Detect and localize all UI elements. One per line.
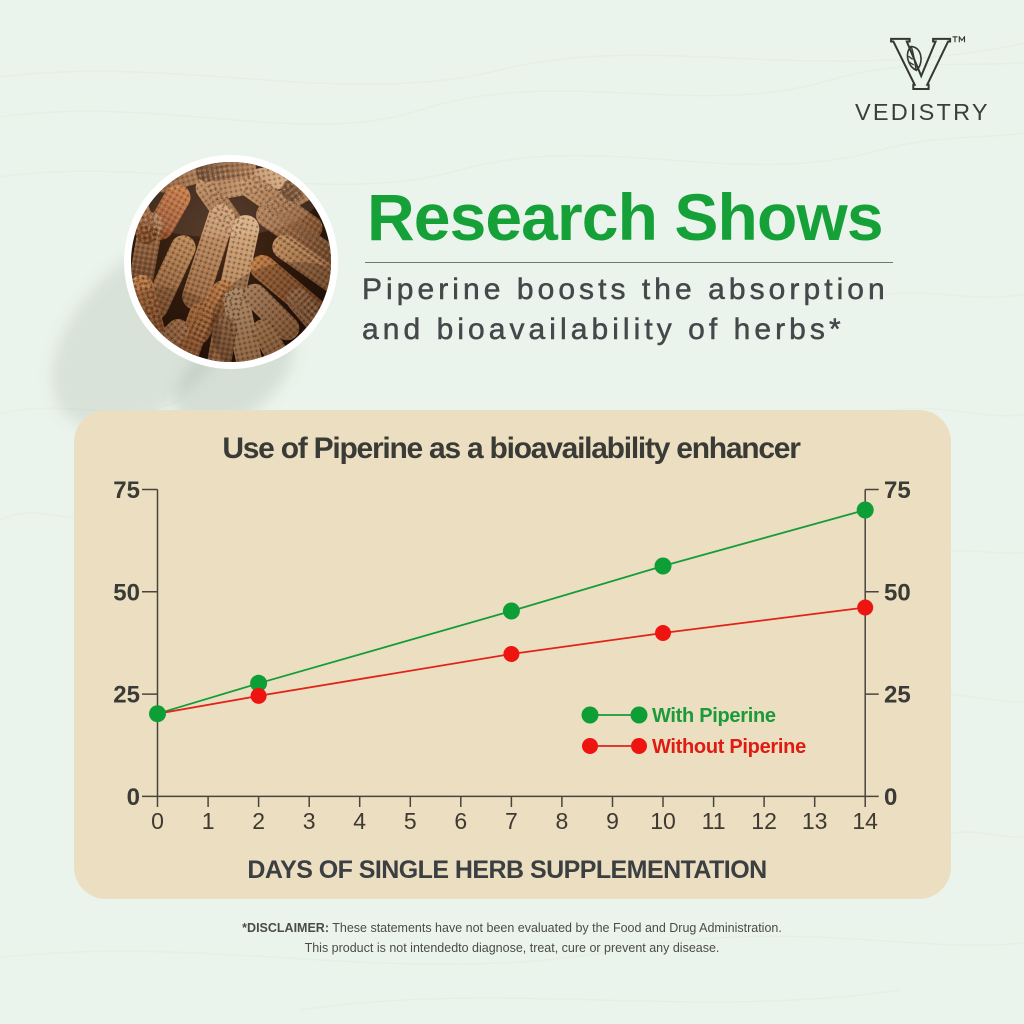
svg-text:DAYS OF SINGLE HERB SUPPLEMENT: DAYS OF SINGLE HERB SUPPLEMENTATION [247, 856, 766, 884]
svg-text:1: 1 [202, 808, 215, 834]
svg-text:With Piperine: With Piperine [652, 705, 776, 727]
svg-text:11: 11 [702, 808, 726, 834]
svg-text:8: 8 [556, 808, 569, 834]
svg-text:75: 75 [884, 477, 911, 504]
svg-text:9: 9 [606, 808, 619, 834]
svg-text:13: 13 [802, 808, 828, 834]
svg-text:50: 50 [884, 579, 911, 606]
svg-text:7: 7 [505, 808, 518, 834]
svg-text:0: 0 [127, 784, 140, 811]
svg-text:0: 0 [151, 808, 164, 834]
svg-text:0: 0 [884, 784, 897, 811]
svg-text:6: 6 [454, 808, 467, 834]
svg-text:14: 14 [852, 808, 878, 834]
svg-text:Use of Piperine as a bioavaila: Use of Piperine as a bioavailability enh… [222, 432, 801, 465]
svg-text:5: 5 [404, 808, 417, 834]
svg-text:25: 25 [884, 682, 911, 709]
svg-text:Without Piperine: Without Piperine [652, 736, 806, 758]
svg-text:25: 25 [113, 682, 140, 709]
svg-text:12: 12 [751, 808, 777, 834]
svg-text:75: 75 [113, 477, 140, 504]
svg-text:4: 4 [353, 808, 366, 834]
svg-text:50: 50 [113, 579, 140, 606]
svg-text:10: 10 [650, 808, 676, 834]
svg-text:3: 3 [303, 808, 316, 834]
svg-text:2: 2 [252, 808, 265, 834]
